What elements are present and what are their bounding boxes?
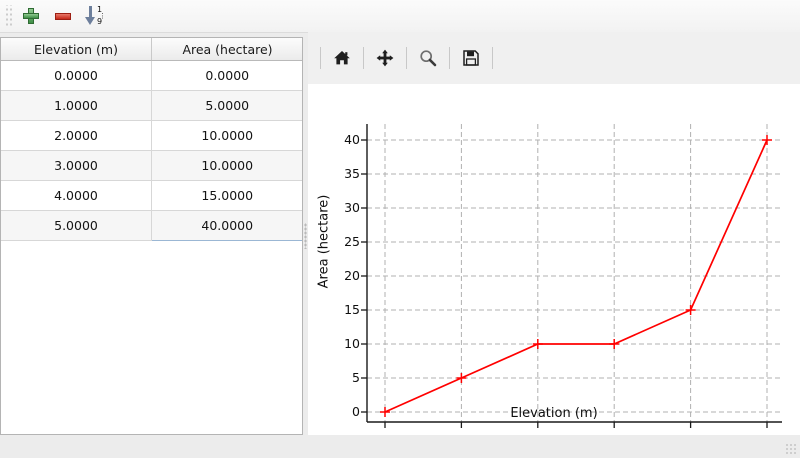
floppy-disk-icon (463, 50, 479, 66)
sort-top-digit: 1 (97, 5, 103, 14)
data-table-panel[interactable]: Elevation (m) Area (hectare) 0.0000 0.00… (0, 37, 303, 435)
data-table[interactable]: Elevation (m) Area (hectare) 0.0000 0.00… (1, 38, 302, 241)
y-tick-label: 40 (344, 132, 360, 147)
y-axis-ticks (361, 139, 367, 413)
pan-button[interactable] (370, 43, 400, 73)
data-series-line (384, 139, 768, 413)
table-row[interactable]: 2.0000 10.0000 (1, 120, 302, 151)
y-tick-label: 15 (344, 302, 360, 317)
column-header-area[interactable]: Area (hectare) (151, 38, 302, 61)
cell-elevation[interactable]: 5.0000 (1, 210, 152, 241)
y-tick-label: 5 (352, 370, 360, 385)
toolbar-separator (320, 47, 321, 69)
chart-panel: 40 35 30 25 20 15 10 5 0 Area (hectare) (308, 32, 800, 447)
sort-descending-button[interactable]: 1 ⋮ 9 (80, 2, 110, 30)
cell-elevation[interactable]: 0.0000 (1, 60, 152, 91)
panel-splitter[interactable] (303, 37, 308, 435)
cell-area[interactable]: 5.0000 (151, 90, 302, 121)
cell-area[interactable]: 10.0000 (151, 120, 302, 151)
table-row[interactable]: 3.0000 10.0000 (1, 150, 302, 181)
table-row[interactable]: 1.0000 5.0000 (1, 90, 302, 121)
main-toolbar: 1 ⋮ 9 (0, 0, 800, 33)
zoom-button[interactable] (413, 43, 443, 73)
toolbar-separator (449, 47, 450, 69)
home-button[interactable] (327, 43, 357, 73)
splitter-handle[interactable] (304, 223, 307, 249)
sort-dots: ⋮ (99, 12, 106, 20)
toolbar-separator (406, 47, 407, 69)
magnifier-icon (420, 50, 437, 67)
table-row[interactable]: 4.0000 15.0000 (1, 180, 302, 211)
window-resize-grip[interactable] (785, 443, 798, 456)
status-bar (0, 435, 800, 458)
cell-elevation[interactable]: 4.0000 (1, 180, 152, 211)
cell-area[interactable]: 0.0000 (151, 60, 302, 91)
table-row[interactable]: 5.0000 40.0000 (1, 210, 302, 241)
data-point-markers (380, 135, 772, 417)
toolbar-separator (492, 47, 493, 69)
plot-area (361, 124, 782, 428)
save-button[interactable] (456, 43, 486, 73)
cell-elevation[interactable]: 2.0000 (1, 120, 152, 151)
x-axis-ticks (384, 422, 768, 428)
cell-area[interactable]: 15.0000 (151, 180, 302, 211)
move-icon (376, 49, 394, 67)
toolbar-drag-grip[interactable] (4, 5, 14, 27)
y-tick-label: 30 (344, 200, 360, 215)
minus-icon (55, 12, 71, 20)
home-icon (334, 51, 350, 65)
sort-descending-icon: 1 ⋮ 9 (84, 6, 106, 26)
y-axis-tick-labels: 40 35 30 25 20 15 10 5 0 (308, 84, 360, 435)
cell-area[interactable]: 10.0000 (151, 150, 302, 181)
y-tick-label: 0 (352, 404, 360, 419)
table-header-row: Elevation (m) Area (hectare) (1, 38, 302, 61)
cell-elevation[interactable]: 1.0000 (1, 90, 152, 121)
y-tick-label: 10 (344, 336, 360, 351)
sort-bottom-digit: 9 (97, 17, 103, 26)
toolbar-separator (363, 47, 364, 69)
grid-lines-horizontal (367, 139, 782, 413)
grid-lines-vertical (384, 124, 768, 422)
cell-area-selected[interactable]: 40.0000 (151, 210, 302, 241)
add-row-button[interactable] (16, 2, 46, 30)
y-tick-label: 35 (344, 166, 360, 181)
y-tick-label: 25 (344, 234, 360, 249)
column-header-elevation[interactable]: Elevation (m) (1, 38, 152, 61)
x-axis-label: Elevation (m) (510, 406, 598, 421)
remove-row-button[interactable] (48, 2, 78, 30)
chart-canvas[interactable]: 40 35 30 25 20 15 10 5 0 Area (hectare) (308, 84, 800, 447)
table-row[interactable]: 0.0000 0.0000 (1, 60, 302, 91)
cell-elevation[interactable]: 3.0000 (1, 150, 152, 181)
chart-navigation-toolbar (308, 32, 800, 84)
y-tick-label: 20 (344, 268, 360, 283)
plus-icon (23, 8, 39, 24)
